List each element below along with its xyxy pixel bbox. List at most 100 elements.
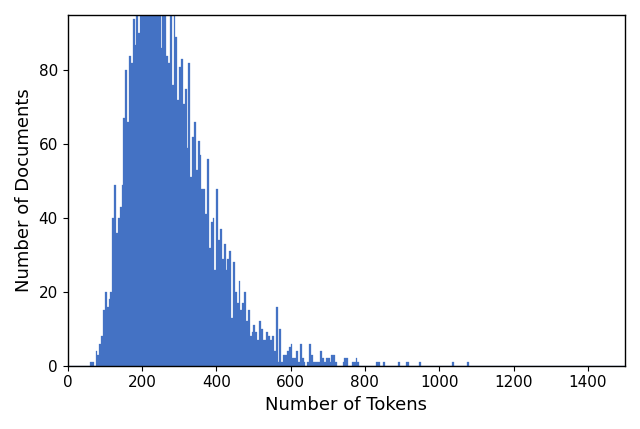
Bar bbox=[92, 362, 93, 366]
Bar bbox=[378, 362, 380, 366]
Bar bbox=[168, 63, 170, 366]
Bar bbox=[125, 70, 127, 366]
Bar bbox=[376, 362, 378, 366]
Bar bbox=[452, 362, 454, 366]
Bar bbox=[328, 358, 330, 366]
Bar bbox=[209, 248, 211, 366]
Bar bbox=[252, 332, 253, 366]
Bar bbox=[212, 218, 214, 366]
Bar bbox=[239, 281, 241, 366]
Bar bbox=[406, 362, 408, 366]
Bar bbox=[144, 8, 146, 366]
Bar bbox=[291, 344, 292, 366]
Bar bbox=[175, 37, 177, 366]
Bar bbox=[282, 362, 283, 366]
Bar bbox=[298, 362, 300, 366]
Bar bbox=[307, 362, 309, 366]
Bar bbox=[283, 355, 285, 366]
Bar bbox=[261, 329, 263, 366]
Bar bbox=[268, 336, 270, 366]
Bar bbox=[136, 11, 138, 366]
Bar bbox=[146, 0, 148, 366]
Bar bbox=[138, 33, 140, 366]
Bar bbox=[346, 358, 348, 366]
Bar bbox=[181, 59, 183, 366]
Bar bbox=[114, 185, 116, 366]
Bar bbox=[194, 122, 196, 366]
Bar bbox=[132, 19, 134, 366]
Bar bbox=[313, 362, 315, 366]
Bar bbox=[326, 358, 328, 366]
Bar bbox=[192, 137, 194, 366]
Bar bbox=[218, 240, 220, 366]
Bar bbox=[263, 340, 264, 366]
Bar bbox=[90, 362, 92, 366]
Bar bbox=[276, 307, 278, 366]
Bar bbox=[127, 122, 129, 366]
Bar bbox=[188, 63, 190, 366]
Bar bbox=[185, 89, 186, 366]
Bar bbox=[280, 329, 282, 366]
Bar bbox=[257, 340, 259, 366]
Bar bbox=[99, 344, 101, 366]
Bar bbox=[129, 56, 131, 366]
Bar bbox=[222, 259, 224, 366]
Bar bbox=[177, 100, 179, 366]
Bar bbox=[356, 358, 358, 366]
Bar bbox=[172, 85, 173, 366]
Bar bbox=[186, 148, 188, 366]
Bar bbox=[164, 0, 166, 366]
Bar bbox=[140, 0, 142, 366]
Bar bbox=[294, 358, 296, 366]
Bar bbox=[330, 362, 332, 366]
Bar bbox=[408, 362, 410, 366]
Bar bbox=[317, 362, 319, 366]
Bar bbox=[246, 321, 248, 366]
Bar bbox=[183, 104, 185, 366]
Bar bbox=[335, 362, 337, 366]
Bar bbox=[309, 344, 311, 366]
Bar bbox=[229, 251, 231, 366]
Bar bbox=[170, 0, 172, 366]
Bar bbox=[112, 218, 114, 366]
Bar bbox=[243, 303, 244, 366]
Bar bbox=[383, 362, 385, 366]
Bar bbox=[214, 270, 216, 366]
Bar bbox=[250, 336, 252, 366]
Bar bbox=[220, 229, 222, 366]
Bar bbox=[319, 362, 320, 366]
Bar bbox=[207, 159, 209, 366]
Bar bbox=[303, 362, 305, 366]
Bar bbox=[153, 0, 155, 366]
Bar bbox=[101, 336, 103, 366]
Bar bbox=[233, 263, 235, 366]
Bar bbox=[296, 351, 298, 366]
Bar bbox=[352, 362, 354, 366]
Bar bbox=[118, 218, 120, 366]
Bar bbox=[196, 170, 198, 366]
X-axis label: Number of Tokens: Number of Tokens bbox=[266, 396, 428, 414]
Bar bbox=[322, 358, 324, 366]
Bar bbox=[235, 292, 237, 366]
Y-axis label: Number of Documents: Number of Documents bbox=[15, 88, 33, 292]
Bar bbox=[161, 48, 163, 366]
Bar bbox=[467, 362, 469, 366]
Bar bbox=[149, 0, 151, 366]
Bar bbox=[289, 347, 291, 366]
Bar bbox=[324, 362, 326, 366]
Bar bbox=[109, 299, 110, 366]
Bar bbox=[105, 292, 107, 366]
Bar bbox=[301, 358, 303, 366]
Bar bbox=[103, 310, 105, 366]
Bar bbox=[116, 233, 118, 366]
Bar bbox=[205, 214, 207, 366]
Bar bbox=[311, 355, 313, 366]
Bar bbox=[148, 0, 149, 366]
Bar bbox=[333, 355, 335, 366]
Bar bbox=[202, 188, 204, 366]
Bar bbox=[151, 0, 153, 366]
Bar bbox=[231, 318, 233, 366]
Bar bbox=[131, 63, 132, 366]
Bar bbox=[204, 188, 205, 366]
Bar bbox=[344, 358, 346, 366]
